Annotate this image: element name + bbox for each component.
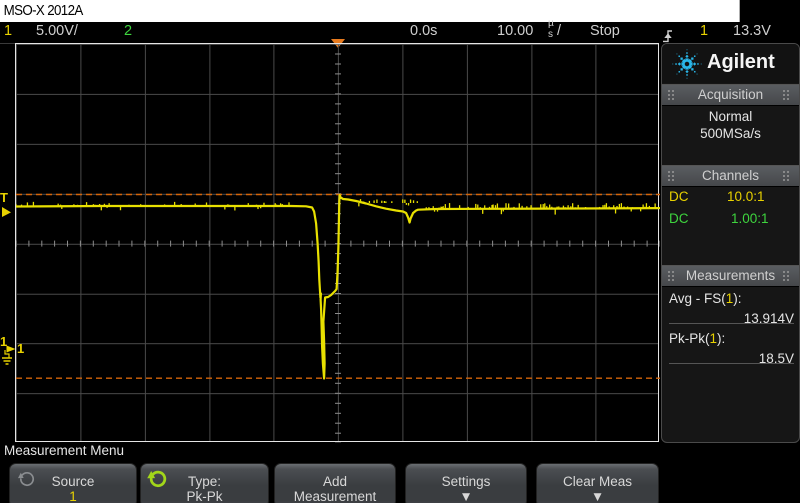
svg-text:1: 1 (17, 341, 24, 356)
svg-text:1: 1 (0, 334, 7, 349)
svg-text:T: T (0, 190, 8, 205)
